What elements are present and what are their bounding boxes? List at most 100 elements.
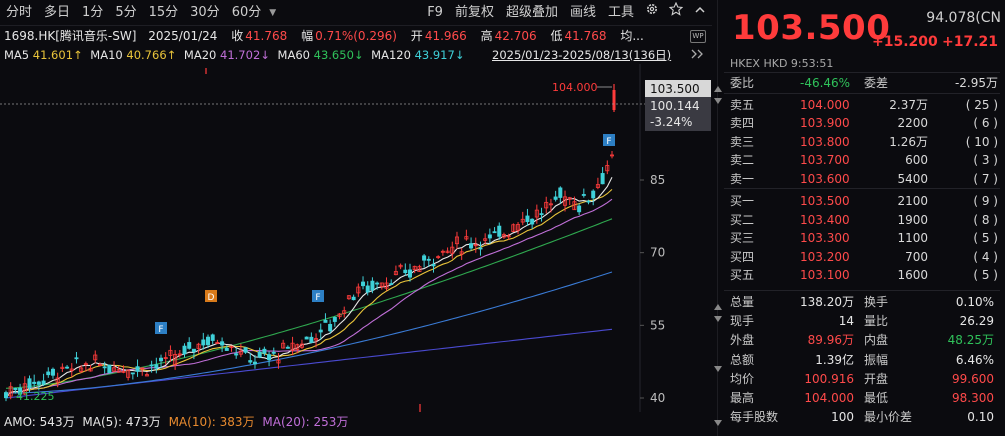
tab-15min[interactable]: 15分 xyxy=(148,4,179,20)
stat-value: 0.10% xyxy=(955,295,994,309)
candle-body xyxy=(403,269,408,274)
event-flag-box xyxy=(312,290,324,302)
high-marker-label: 104.000 xyxy=(552,81,598,94)
tab-5min[interactable]: 5分 xyxy=(115,4,137,20)
bid-row[interactable]: 买五 103.100 1600 ( 5 ) xyxy=(718,266,1005,284)
date-range[interactable]: 2025/01/23-2025/08/13(136日) xyxy=(492,48,672,62)
candle-body xyxy=(407,269,412,278)
draw-button[interactable]: 画线 xyxy=(569,4,596,20)
toolbar-right-group: F9 前复权 超级叠加 画线 工具 xyxy=(421,0,712,26)
bid-row[interactable]: 买二 103.400 1900 ( 8 ) xyxy=(718,211,1005,229)
ask-row[interactable]: 卖二 103.700 600 ( 3 ) xyxy=(718,151,1005,169)
scroll-down-arrow[interactable] xyxy=(714,316,722,322)
star-icon[interactable] xyxy=(664,0,688,26)
bid-price: 103.400 xyxy=(800,212,850,227)
candle-body xyxy=(412,265,417,271)
candle-body xyxy=(516,224,521,231)
tab-intraday[interactable]: 分时 xyxy=(6,4,33,20)
bid-row[interactable]: 买三 103.300 1100 ( 5 ) xyxy=(718,229,1005,247)
stat-row: 总额 1.39亿 振幅 6.46% xyxy=(718,351,1005,369)
bid-price: 103.200 xyxy=(800,249,850,264)
candle-body xyxy=(323,319,328,323)
overlay-button[interactable]: 超级叠加 xyxy=(505,4,558,20)
candle-body xyxy=(149,364,154,367)
tab-60min[interactable]: 60分 xyxy=(231,4,262,20)
stat-label: 每手股数 xyxy=(730,410,779,425)
range-chevron-icon[interactable] xyxy=(688,46,706,65)
bid-row[interactable]: 买一 103.500 2100 ( 9 ) xyxy=(718,192,1005,210)
ask-row[interactable]: 卖三 103.800 1.26万 ( 10 ) xyxy=(718,133,1005,151)
kline-chart[interactable]: 85 70 55 40 104.000 41.225 103.500 100.144 -3.2… xyxy=(0,64,712,412)
scroll-up-arrow[interactable] xyxy=(714,86,722,92)
more-periods-dropdown[interactable]: ▼ xyxy=(269,7,277,18)
bid-volume: 2100 xyxy=(897,194,928,208)
event-flag[interactable]: F xyxy=(603,134,615,147)
stat-label: 最高 xyxy=(730,391,755,405)
quote-panel: 103.500 94.078(CN +15.200 +17.21 HKEX HK… xyxy=(717,0,1005,436)
ma60-label: MA60 xyxy=(277,48,310,62)
low-marker-label: 41.225 xyxy=(16,390,55,403)
cursor-pct-label: -3.24% xyxy=(650,115,692,129)
ma120-label: MA120 xyxy=(371,48,411,62)
event-flag[interactable]: D xyxy=(205,290,217,303)
stat-row: 均价 100.916 开盘 99.600 xyxy=(718,370,1005,388)
scroll-down-arrow[interactable] xyxy=(714,366,722,372)
ask-volume: 2.37万 xyxy=(889,98,928,112)
bid-label: 买三 xyxy=(730,231,755,246)
last-price: 103.500 xyxy=(732,8,891,48)
tab-multi-day[interactable]: 多日 xyxy=(44,4,71,20)
tools-button[interactable]: 工具 xyxy=(607,4,634,20)
candle-body xyxy=(168,349,173,356)
stat-label: 最低 xyxy=(864,391,889,405)
cursor-price-label: 103.500 xyxy=(650,82,700,96)
event-flag-box xyxy=(205,290,217,302)
high-value: 42.706 xyxy=(494,29,537,43)
gear-icon[interactable] xyxy=(640,0,664,26)
stat-value: 100.916 xyxy=(804,371,854,386)
candle-body xyxy=(586,200,591,203)
bid-row[interactable]: 买四 103.200 700 ( 4 ) xyxy=(718,248,1005,266)
candle-body xyxy=(36,381,41,385)
scroll-down-arrow[interactable] xyxy=(714,98,722,104)
scroll-up-arrow[interactable] xyxy=(714,304,722,310)
candle-body xyxy=(97,364,102,367)
stat-label: 最小价差 xyxy=(864,410,913,425)
ma-legend-row: MA5 41.601↑ MA10 40.766↑ MA20 41.702↓ MA… xyxy=(4,46,710,64)
y-tick-label: 40 xyxy=(650,391,665,405)
adjust-button[interactable]: 前复权 xyxy=(454,4,494,20)
tab-1min[interactable]: 1分 xyxy=(82,4,104,20)
ma5-value: 41.601↑ xyxy=(32,48,83,62)
stat-label: 开盘 xyxy=(864,371,889,386)
candle-body xyxy=(173,353,178,366)
candle-body xyxy=(191,348,196,353)
event-flag-box xyxy=(603,134,615,146)
candle-body xyxy=(600,173,605,185)
f9-button[interactable]: F9 xyxy=(427,4,443,20)
candle-body xyxy=(285,346,290,349)
ask-row[interactable]: 卖五 104.000 2.37万 ( 25 ) xyxy=(718,96,1005,114)
ask-label: 卖一 xyxy=(730,171,755,186)
wp-badge[interactable]: WP xyxy=(690,30,706,43)
candle-body xyxy=(563,196,568,206)
ask-label: 卖四 xyxy=(730,116,755,131)
ma5-label: MA5 xyxy=(4,48,30,62)
event-flag[interactable]: F xyxy=(312,290,324,303)
ask-row[interactable]: 卖一 103.600 5400 ( 7 ) xyxy=(718,170,1005,188)
candle-body xyxy=(454,236,459,245)
tab-30min[interactable]: 30分 xyxy=(190,4,220,20)
candle-body xyxy=(4,392,9,399)
ask-row[interactable]: 卖四 103.900 2200 ( 6 ) xyxy=(718,114,1005,132)
market-time: HKEX HKD 9:53:51 xyxy=(730,57,834,70)
amo-legend-row: AMO: 543万 MA(5): 473万 MA(10): 383万 MA(20… xyxy=(4,412,348,432)
scroll-down-arrow[interactable] xyxy=(714,420,722,426)
candle-body xyxy=(140,367,145,370)
candle-body xyxy=(271,351,276,354)
candle-body xyxy=(22,383,27,395)
event-flag[interactable]: F xyxy=(155,322,167,335)
candle-body xyxy=(65,366,70,369)
chevron-up-icon[interactable] xyxy=(688,0,712,26)
candle-body xyxy=(487,234,492,239)
ma20-value: 41.702↓ xyxy=(220,48,270,62)
ask-price: 103.900 xyxy=(800,116,850,131)
candle-body xyxy=(112,367,117,372)
